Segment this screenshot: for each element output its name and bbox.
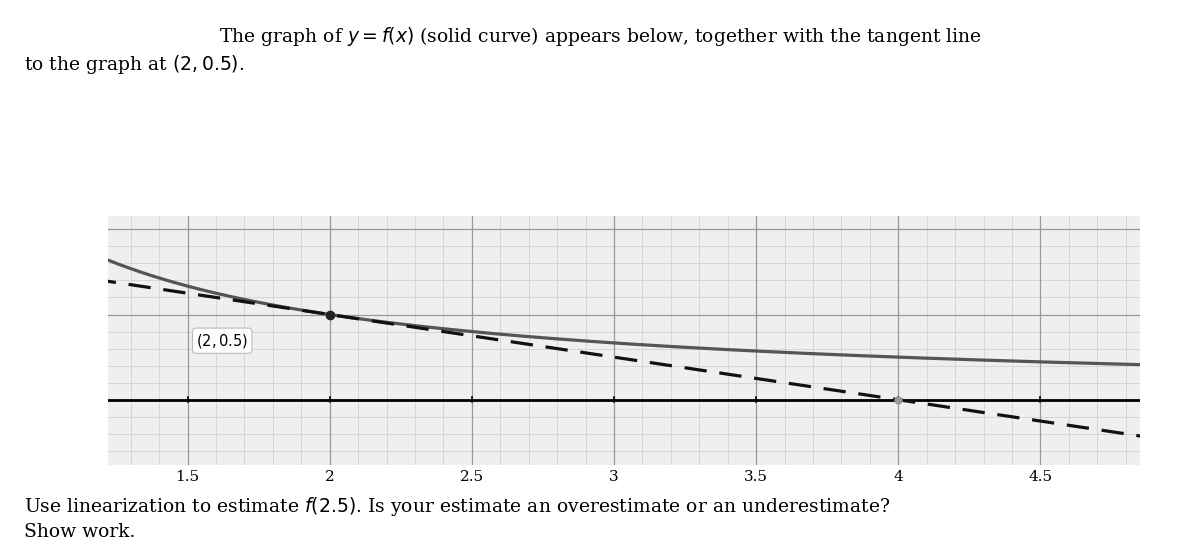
Text: 1.5: 1.5	[175, 469, 199, 484]
Text: 2: 2	[325, 469, 335, 484]
Text: 2.5: 2.5	[460, 469, 484, 484]
Text: Use linearization to estimate $f(2.5)$. Is your estimate an overestimate or an u: Use linearization to estimate $f(2.5)$. …	[24, 495, 890, 518]
Text: 3.5: 3.5	[744, 469, 768, 484]
Text: Show work.: Show work.	[24, 523, 136, 541]
Text: The graph of $y = f(x)$ (solid curve) appears below, together with the tangent l: The graph of $y = f(x)$ (solid curve) ap…	[218, 25, 982, 48]
Text: 3: 3	[610, 469, 619, 484]
Text: to the graph at $(2, 0.5)$.: to the graph at $(2, 0.5)$.	[24, 53, 245, 76]
Text: $(2, 0.5)$: $(2, 0.5)$	[196, 332, 248, 349]
Text: 4: 4	[894, 469, 904, 484]
Text: 4.5: 4.5	[1028, 469, 1052, 484]
